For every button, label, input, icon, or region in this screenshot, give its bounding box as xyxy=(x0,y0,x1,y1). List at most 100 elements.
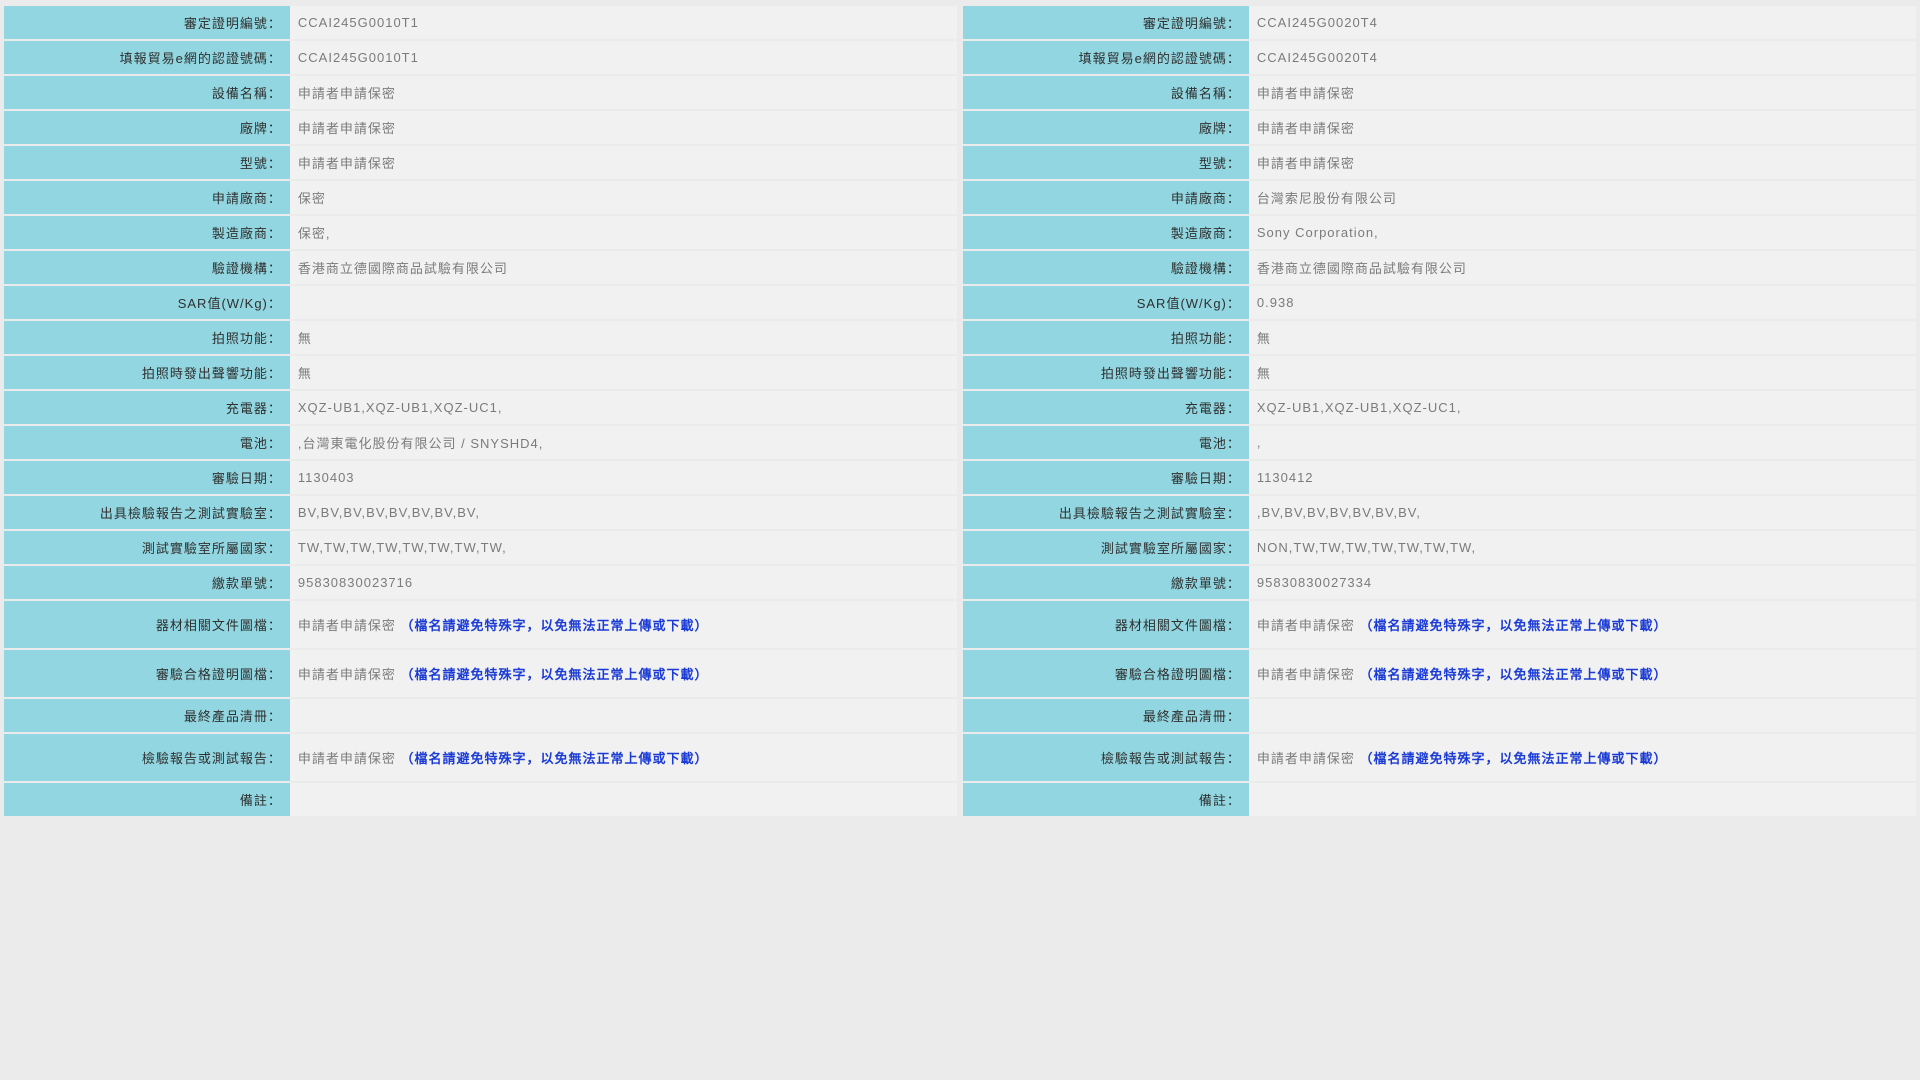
table-row: 電池：,台灣東電化股份有限公司 / SNYSHD4, xyxy=(4,426,957,459)
note-prefix: 申請者申請保密 xyxy=(1257,751,1355,766)
label-equip-name: 設備名稱： xyxy=(963,76,1249,109)
label-sar: SAR值(W/Kg)： xyxy=(4,286,290,319)
table-right: 審定證明編號：CCAI245G0020T4 填報貿易e網的認證號碼：CCAI24… xyxy=(963,4,1916,818)
value-charger: XQZ-UB1,XQZ-UB1,XQZ-UC1, xyxy=(290,391,957,424)
table-row: 驗證機構：香港商立德國際商品試驗有限公司 xyxy=(4,251,957,284)
value-sar: 0.938 xyxy=(1249,286,1916,319)
table-row: 備註： xyxy=(963,783,1916,816)
table-row: 審定證明編號：CCAI245G0020T4 xyxy=(963,6,1916,39)
table-row: 驗證機構：香港商立德國際商品試驗有限公司 xyxy=(963,251,1916,284)
value-brand: 申請者申請保密 xyxy=(290,111,957,144)
value-final-list xyxy=(290,699,957,732)
value-cert-no: CCAI245G0020T4 xyxy=(1249,6,1916,39)
note-prefix: 申請者申請保密 xyxy=(298,667,396,682)
value-battery: ,台灣東電化股份有限公司 / SNYSHD4, xyxy=(290,426,957,459)
table-row: 最終產品清冊： xyxy=(4,699,957,732)
value-model: 申請者申請保密 xyxy=(1249,146,1916,179)
label-final-list: 最終產品清冊： xyxy=(4,699,290,732)
value-charger: XQZ-UB1,XQZ-UB1,XQZ-UC1, xyxy=(1249,391,1916,424)
table-row: SAR值(W/Kg)： xyxy=(4,286,957,319)
label-model: 型號： xyxy=(4,146,290,179)
label-doc-img: 器材相關文件圖檔： xyxy=(4,601,290,648)
table-row: 出具檢驗報告之測試實驗室：BV,BV,BV,BV,BV,BV,BV,BV, xyxy=(4,496,957,529)
table-row: 繳款單號：95830830027334 xyxy=(963,566,1916,599)
label-doc-img: 器材相關文件圖檔： xyxy=(963,601,1249,648)
label-trade-auth: 填報貿易e網的認證號碼： xyxy=(963,41,1249,74)
label-photo-fn: 拍照功能： xyxy=(4,321,290,354)
table-row: 檢驗報告或測試報告：申請者申請保密 （檔名請避免特殊字，以免無法正常上傳或下載） xyxy=(963,734,1916,781)
table-row: 型號：申請者申請保密 xyxy=(4,146,957,179)
table-row: 審驗合格證明圖檔： 申請者申請保密 （檔名請避免特殊字，以免無法正常上傳或下載） xyxy=(4,650,957,697)
label-inspect-date: 審驗日期： xyxy=(4,461,290,494)
table-row: 拍照功能：無 xyxy=(963,321,1916,354)
label-cert-no: 審定證明編號： xyxy=(4,6,290,39)
table-row: 審驗合格證明圖檔：申請者申請保密 （檔名請避免特殊字，以免無法正常上傳或下載） xyxy=(963,650,1916,697)
table-row: 測試實驗室所屬國家：TW,TW,TW,TW,TW,TW,TW,TW, xyxy=(4,531,957,564)
value-remark xyxy=(290,783,957,816)
table-row: 型號：申請者申請保密 xyxy=(963,146,1916,179)
label-cert-img: 審驗合格證明圖檔： xyxy=(963,650,1249,697)
label-lab: 出具檢驗報告之測試實驗室： xyxy=(963,496,1249,529)
file-note: （檔名請避免特殊字，以免無法正常上傳或下載） xyxy=(1360,667,1668,682)
table-row: 製造廠商：保密, xyxy=(4,216,957,249)
label-verify-org: 驗證機構： xyxy=(4,251,290,284)
file-note: （檔名請避免特殊字，以免無法正常上傳或下載） xyxy=(401,667,709,682)
table-row: 器材相關文件圖檔：申請者申請保密 （檔名請避免特殊字，以免無法正常上傳或下載） xyxy=(963,601,1916,648)
table-row: 充電器：XQZ-UB1,XQZ-UB1,XQZ-UC1, xyxy=(4,391,957,424)
value-battery: , xyxy=(1249,426,1916,459)
label-photo-sound: 拍照時發出聲響功能： xyxy=(963,356,1249,389)
table-row: 測試實驗室所屬國家：NON,TW,TW,TW,TW,TW,TW,TW, xyxy=(963,531,1916,564)
table-row: 申請廠商：保密 xyxy=(4,181,957,214)
panel-right: 審定證明編號：CCAI245G0020T4 填報貿易e網的認證號碼：CCAI24… xyxy=(963,4,1916,818)
table-row: 設備名稱：申請者申請保密 xyxy=(4,76,957,109)
file-note: （檔名請避免特殊字，以免無法正常上傳或下載） xyxy=(1360,618,1668,633)
value-cert-no: CCAI245G0010T1 xyxy=(290,6,957,39)
table-row: 繳款單號：95830830023716 xyxy=(4,566,957,599)
value-sar xyxy=(290,286,957,319)
label-brand: 廠牌： xyxy=(4,111,290,144)
table-row: 拍照時發出聲響功能：無 xyxy=(4,356,957,389)
value-trade-auth: CCAI245G0020T4 xyxy=(1249,41,1916,74)
label-cert-img: 審驗合格證明圖檔： xyxy=(4,650,290,697)
label-pay-no: 繳款單號： xyxy=(963,566,1249,599)
value-lab: ,BV,BV,BV,BV,BV,BV,BV, xyxy=(1249,496,1916,529)
value-inspect-date: 1130412 xyxy=(1249,461,1916,494)
value-final-list xyxy=(1249,699,1916,732)
label-pay-no: 繳款單號： xyxy=(4,566,290,599)
table-row: SAR值(W/Kg)：0.938 xyxy=(963,286,1916,319)
table-row: 廠牌：申請者申請保密 xyxy=(963,111,1916,144)
table-row: 備註： xyxy=(4,783,957,816)
label-verify-org: 驗證機構： xyxy=(963,251,1249,284)
table-row: 設備名稱：申請者申請保密 xyxy=(963,76,1916,109)
value-equip-name: 申請者申請保密 xyxy=(290,76,957,109)
label-final-list: 最終產品清冊： xyxy=(963,699,1249,732)
label-battery: 電池： xyxy=(4,426,290,459)
file-note: （檔名請避免特殊字，以免無法正常上傳或下載） xyxy=(1360,751,1668,766)
value-trade-auth: CCAI245G0010T1 xyxy=(290,41,957,74)
value-lab-country: TW,TW,TW,TW,TW,TW,TW,TW, xyxy=(290,531,957,564)
value-cert-img: 申請者申請保密 （檔名請避免特殊字，以免無法正常上傳或下載） xyxy=(1249,650,1916,697)
value-photo-sound: 無 xyxy=(290,356,957,389)
table-row: 充電器：XQZ-UB1,XQZ-UB1,XQZ-UC1, xyxy=(963,391,1916,424)
label-photo-fn: 拍照功能： xyxy=(963,321,1249,354)
value-doc-img: 申請者申請保密 （檔名請避免特殊字，以免無法正常上傳或下載） xyxy=(1249,601,1916,648)
note-prefix: 申請者申請保密 xyxy=(298,751,396,766)
value-lab-country: NON,TW,TW,TW,TW,TW,TW,TW, xyxy=(1249,531,1916,564)
note-prefix: 申請者申請保密 xyxy=(1257,667,1355,682)
table-row: 拍照時發出聲響功能：無 xyxy=(963,356,1916,389)
table-row: 填報貿易e網的認證號碼：CCAI245G0010T1 xyxy=(4,41,957,74)
value-verify-org: 香港商立德國際商品試驗有限公司 xyxy=(290,251,957,284)
table-row: 器材相關文件圖檔：申請者申請保密 （檔名請避免特殊字，以免無法正常上傳或下載） xyxy=(4,601,957,648)
label-applicant: 申請廠商： xyxy=(963,181,1249,214)
file-note: （檔名請避免特殊字，以免無法正常上傳或下載） xyxy=(401,751,709,766)
label-charger: 充電器： xyxy=(963,391,1249,424)
value-photo-fn: 無 xyxy=(290,321,957,354)
value-test-report: 申請者申請保密 （檔名請避免特殊字，以免無法正常上傳或下載） xyxy=(1249,734,1916,781)
label-remark: 備註： xyxy=(4,783,290,816)
file-note: （檔名請避免特殊字，以免無法正常上傳或下載） xyxy=(401,618,709,633)
comparison-wrap: 審定證明編號：CCAI245G0010T1 填報貿易e網的認證號碼：CCAI24… xyxy=(4,4,1916,818)
value-applicant: 保密 xyxy=(290,181,957,214)
value-doc-img: 申請者申請保密 （檔名請避免特殊字，以免無法正常上傳或下載） xyxy=(290,601,957,648)
value-applicant: 台灣索尼股份有限公司 xyxy=(1249,181,1916,214)
value-photo-fn: 無 xyxy=(1249,321,1916,354)
